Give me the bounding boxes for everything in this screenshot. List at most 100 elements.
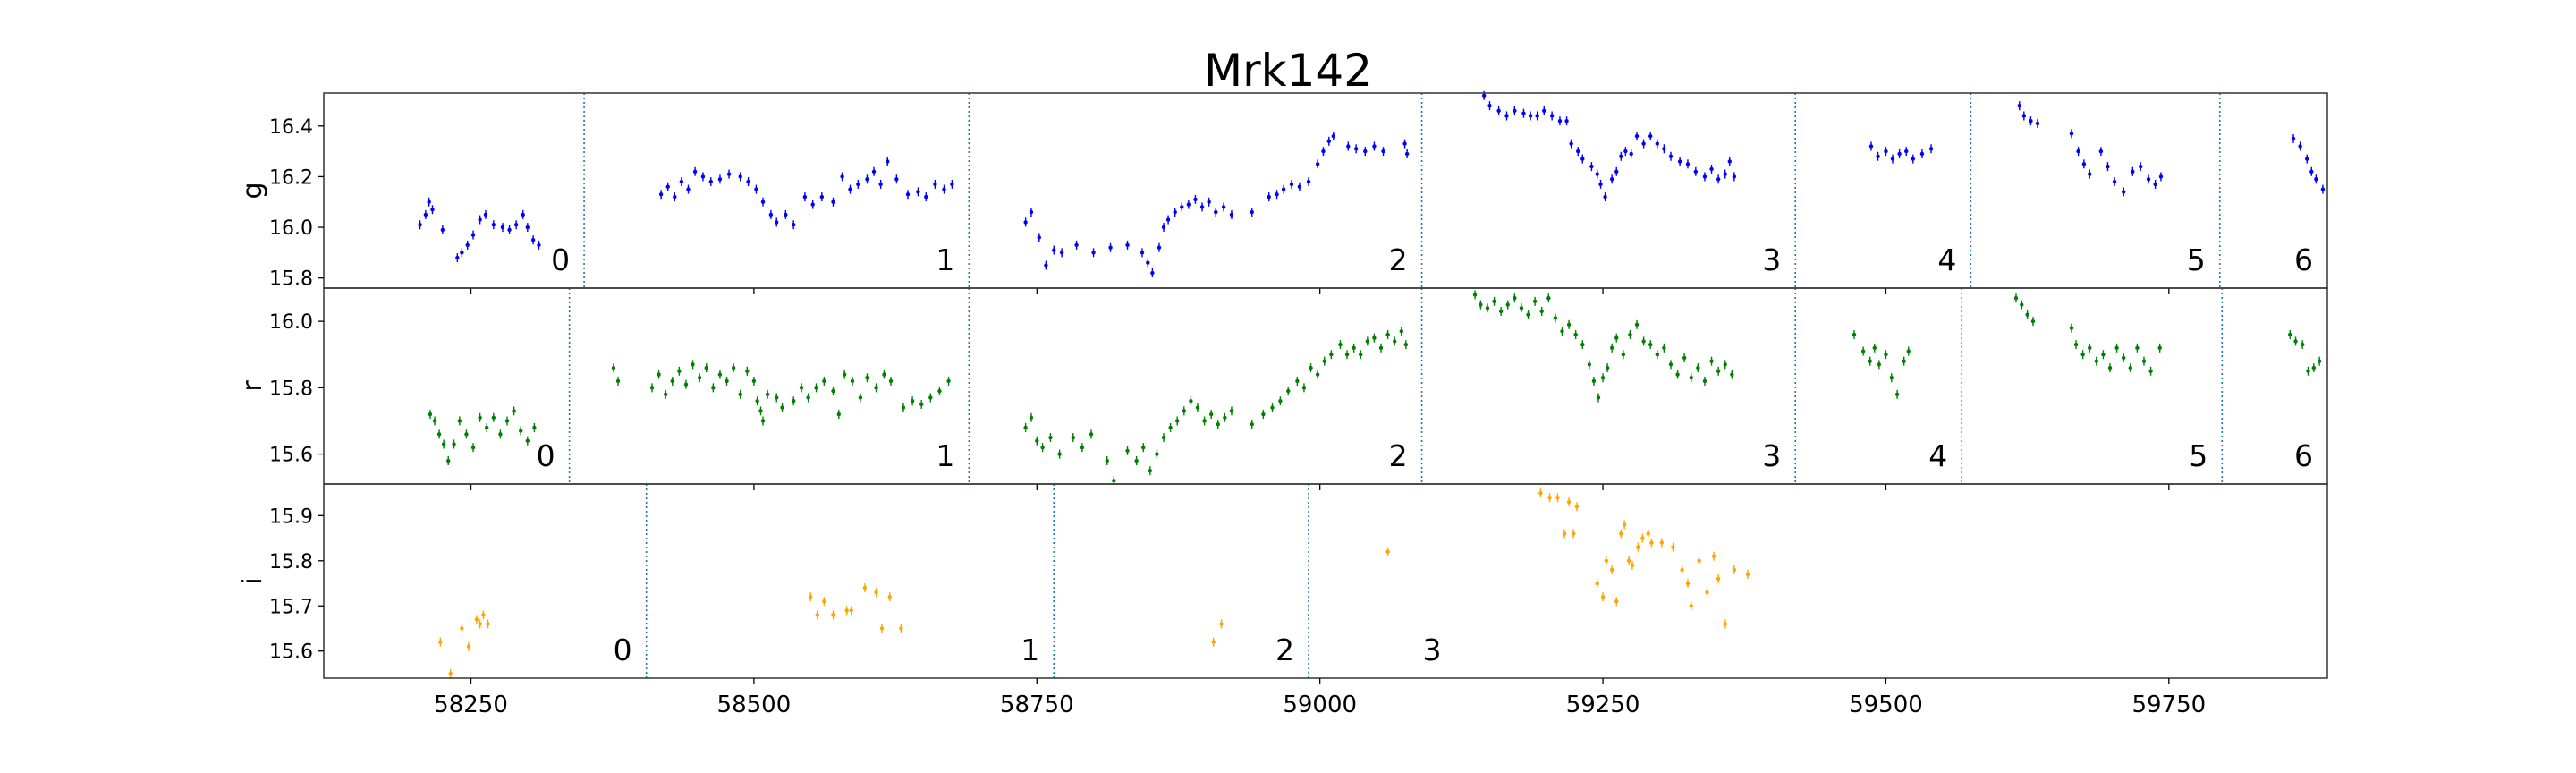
data-point-g-127: [1668, 151, 1674, 161]
ylabel-i: i: [237, 577, 268, 584]
ytick-label-i-2: 15.8: [269, 551, 313, 573]
data-point-r-42: [791, 396, 796, 406]
marker: [865, 376, 869, 380]
data-point-r-126: [1573, 329, 1578, 339]
data-point-g-128: [1677, 157, 1682, 166]
data-point-g-104: [1528, 111, 1533, 121]
marker: [901, 405, 906, 410]
marker: [840, 174, 844, 179]
marker: [1564, 118, 1569, 123]
marker: [1549, 114, 1555, 118]
marker: [1148, 468, 1153, 473]
data-point-g-106: [1542, 106, 1546, 115]
data-point-g-91: [1346, 141, 1351, 151]
data-point-r-107: [1385, 329, 1390, 339]
marker: [1689, 604, 1693, 608]
data-point-r-61: [946, 376, 951, 386]
marker: [1580, 157, 1585, 161]
marker: [486, 622, 490, 626]
data-point-r-18: [611, 363, 616, 373]
marker: [1180, 205, 1184, 209]
data-point-r-70: [1089, 429, 1094, 439]
data-point-g-72: [1180, 202, 1184, 212]
data-point-r-129: [1591, 376, 1597, 386]
marker: [758, 409, 763, 413]
data-point-i-47: [1697, 556, 1701, 565]
marker: [1071, 435, 1075, 440]
marker: [1553, 316, 1558, 320]
marker: [1404, 151, 1410, 157]
marker: [899, 626, 903, 631]
data-point-r-123: [1553, 313, 1558, 323]
marker: [1037, 235, 1042, 240]
data-point-i-10: [822, 597, 826, 607]
marker: [808, 594, 813, 599]
data-point-g-165: [2305, 154, 2309, 164]
data-point-g-23: [686, 184, 691, 194]
marker: [1492, 299, 1496, 304]
data-point-g-124: [1648, 132, 1653, 141]
marker: [1214, 209, 1218, 215]
data-point-r-167: [2073, 340, 2079, 350]
marker: [819, 194, 825, 200]
marker: [1655, 353, 1660, 357]
marker: [760, 419, 766, 423]
marker: [1161, 225, 1166, 230]
data-point-i-51: [1723, 619, 1727, 629]
marker: [784, 212, 788, 217]
marker: [1403, 342, 1409, 347]
marker: [1080, 445, 1085, 450]
marker: [1372, 144, 1377, 149]
marker: [2300, 342, 2305, 347]
data-point-i-13: [849, 606, 853, 616]
data-point-r-90: [1261, 410, 1266, 420]
data-point-g-22: [679, 177, 684, 187]
data-point-g-134: [1723, 169, 1727, 179]
marker: [724, 378, 729, 384]
marker: [1250, 209, 1254, 215]
xtick-label-1: 58500: [717, 692, 792, 718]
data-point-r-148: [1709, 356, 1714, 366]
data-point-r-161: [1906, 346, 1911, 356]
data-point-g-79: [1229, 209, 1234, 219]
marker: [1566, 499, 1572, 505]
marker: [657, 372, 661, 377]
data-point-i-0: [438, 637, 443, 647]
marker: [673, 194, 677, 200]
panel-frame-g: [323, 92, 2328, 289]
data-point-i-29: [1595, 579, 1599, 589]
marker: [491, 223, 496, 227]
data-point-r-62: [1023, 422, 1028, 432]
data-point-g-108: [1557, 116, 1563, 126]
data-point-r-59: [928, 393, 933, 403]
data-point-g-100: [1496, 106, 1501, 115]
segment-label-g-4: 4: [1937, 242, 1956, 277]
data-point-r-9: [478, 412, 482, 422]
marker: [1555, 495, 1560, 500]
segment-label-r-3: 3: [1762, 438, 1781, 473]
data-point-i-14: [862, 583, 868, 593]
marker: [2314, 177, 2318, 182]
data-point-r-124: [1560, 327, 1564, 336]
data-point-r-31: [724, 376, 729, 386]
marker: [1352, 345, 1356, 351]
data-point-r-102: [1352, 343, 1356, 353]
marker: [1621, 353, 1626, 357]
panel-frame-i: [323, 483, 2328, 679]
marker: [910, 399, 915, 403]
data-point-r-17: [532, 422, 537, 432]
data-point-r-98: [1322, 356, 1326, 366]
marker: [428, 412, 433, 417]
data-point-g-114: [1595, 169, 1599, 179]
data-point-g-117: [1609, 174, 1614, 184]
segment-label-i-1: 1: [1021, 633, 1039, 667]
marker: [460, 626, 464, 631]
marker: [483, 212, 488, 217]
marker: [802, 194, 808, 200]
marker: [1716, 177, 1721, 182]
marker: [1634, 322, 1640, 327]
marker: [1513, 295, 1517, 301]
data-point-g-83: [1281, 184, 1286, 194]
data-point-i-20: [1219, 619, 1224, 629]
data-point-r-173: [2114, 343, 2119, 353]
